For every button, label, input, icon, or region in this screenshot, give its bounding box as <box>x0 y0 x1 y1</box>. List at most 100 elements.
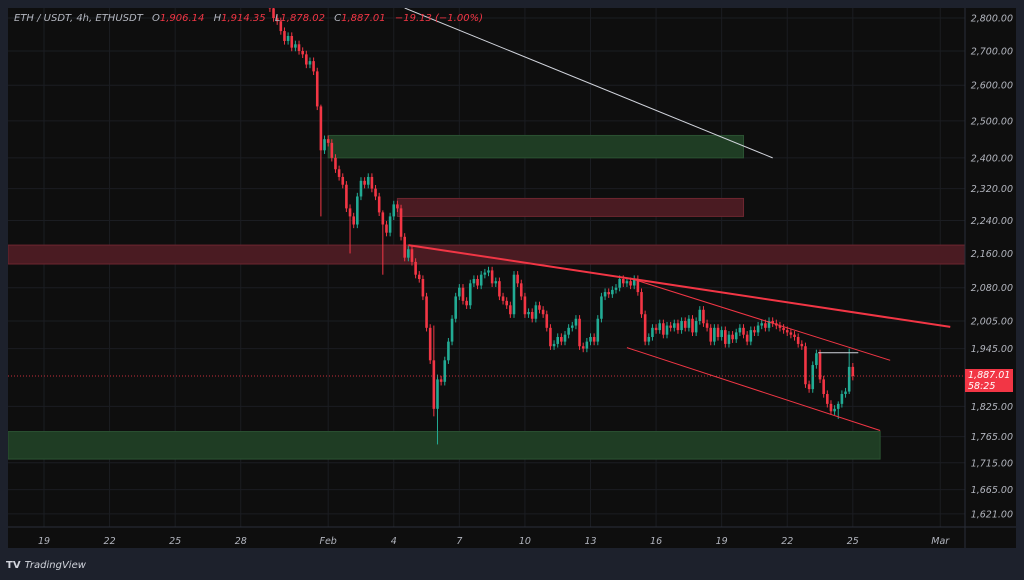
candle <box>403 233 406 262</box>
candle-body <box>392 204 396 217</box>
candle <box>669 321 672 332</box>
candle <box>658 319 662 334</box>
candle-body <box>811 365 815 390</box>
candle-body <box>560 336 563 342</box>
candle <box>436 374 439 445</box>
candle <box>815 349 818 369</box>
candle <box>753 326 756 337</box>
candle-body <box>724 330 727 344</box>
time-axis[interactable]: 19 22 25 28 Feb 4 7 10 13 16 19 22 25 Mar <box>38 536 950 547</box>
candle-body <box>348 208 352 217</box>
change-value: −19.13 (−1.00%) <box>394 13 483 24</box>
candle <box>439 375 443 386</box>
candle-body <box>527 312 530 315</box>
candle <box>581 342 585 353</box>
candle <box>509 301 512 318</box>
candle-body <box>716 327 720 337</box>
candle <box>833 405 836 415</box>
candle <box>286 32 290 45</box>
candle <box>698 306 702 325</box>
candle-body <box>479 274 483 286</box>
candle-body <box>745 334 749 342</box>
candle-body <box>377 196 381 213</box>
open-label: O <box>152 13 160 24</box>
candle-body <box>720 330 723 337</box>
trendline-line <box>404 8 773 159</box>
zones <box>8 134 965 460</box>
candle <box>840 390 844 408</box>
candle-body <box>800 343 804 347</box>
candle-body <box>796 336 800 344</box>
candle-body <box>640 292 643 315</box>
candle <box>847 348 851 395</box>
candle-body <box>844 391 847 395</box>
candle <box>618 275 621 292</box>
candle <box>600 292 603 323</box>
candle-body <box>665 325 669 335</box>
candle-body <box>829 403 833 412</box>
candle-body <box>643 314 647 342</box>
channel-upper-line <box>632 278 891 361</box>
candle <box>596 315 600 346</box>
candle-body <box>632 279 636 286</box>
candle-body <box>366 176 370 185</box>
candle-body <box>334 157 337 170</box>
candle <box>487 266 490 277</box>
price-tick-label: 1,825.00 <box>971 402 1013 413</box>
candle <box>530 308 534 323</box>
candle-body <box>734 332 738 340</box>
candle-body <box>305 54 308 65</box>
tradingview-brand[interactable]: 𝗧𝗩 TradingView <box>6 560 86 571</box>
symbol-title[interactable]: ETH / USDT, 4h, ETHUSDT <box>14 13 143 24</box>
candle-body <box>662 323 665 335</box>
candle-body <box>538 305 541 310</box>
candle-body <box>301 50 304 55</box>
supply-zone <box>396 197 745 217</box>
candle-body <box>694 321 698 333</box>
candle-body <box>826 394 829 404</box>
candle-body <box>388 216 392 233</box>
candle-body <box>407 249 410 258</box>
time-tick-label: Mar <box>931 536 950 547</box>
candles <box>268 8 855 445</box>
candle-body <box>545 314 549 328</box>
candle <box>713 324 716 346</box>
candle <box>527 308 530 318</box>
candle <box>625 277 629 287</box>
candle <box>829 400 833 415</box>
plot-area[interactable] <box>8 0 966 460</box>
candle-body <box>611 289 614 295</box>
candle-body <box>436 379 439 409</box>
candle <box>301 47 304 58</box>
candle-body <box>570 325 574 328</box>
candle-body <box>530 312 534 319</box>
candle-body <box>840 394 844 404</box>
channel-lower-line <box>626 347 881 432</box>
candle-body <box>764 323 767 328</box>
candle <box>807 380 811 393</box>
candle-body <box>268 8 272 9</box>
candle <box>585 337 589 353</box>
candle-body <box>374 188 377 197</box>
price-tick-label: 1,715.00 <box>971 458 1013 469</box>
candle <box>683 317 687 332</box>
price-axis[interactable]: 2,800.00 2,700.00 2,600.00 2,500.00 2,400.00… <box>971 14 1013 521</box>
candle-body <box>651 327 654 337</box>
candle-body <box>672 323 676 328</box>
candle-body <box>290 35 294 48</box>
candle-body <box>738 327 742 333</box>
price-tick-label: 1,621.00 <box>971 509 1013 520</box>
candle <box>651 324 654 341</box>
candle-body <box>319 106 323 151</box>
current-price: 1,887.01 <box>968 370 1011 381</box>
candle <box>574 315 578 330</box>
candle <box>734 328 738 343</box>
demand-zone <box>327 134 745 159</box>
candle <box>647 333 651 346</box>
candle <box>377 192 381 217</box>
candle-body <box>272 8 275 18</box>
candle <box>425 292 428 332</box>
candle <box>447 337 450 364</box>
tradingview-logo-icon: 𝗧𝗩 <box>6 560 21 571</box>
